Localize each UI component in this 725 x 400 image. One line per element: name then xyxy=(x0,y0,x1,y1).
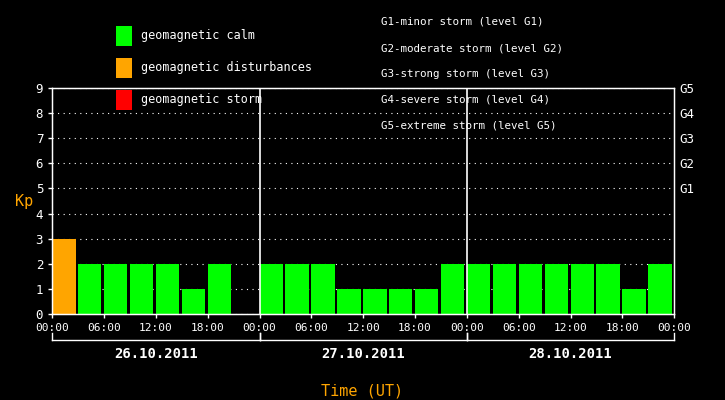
Bar xyxy=(286,264,309,314)
Bar xyxy=(260,264,283,314)
Text: G3-strong storm (level G3): G3-strong storm (level G3) xyxy=(381,69,550,79)
Text: G4-severe storm (level G4): G4-severe storm (level G4) xyxy=(381,95,550,105)
Bar xyxy=(597,264,620,314)
Text: G2-moderate storm (level G2): G2-moderate storm (level G2) xyxy=(381,43,563,53)
Bar xyxy=(311,264,335,314)
Bar xyxy=(207,264,231,314)
Bar xyxy=(544,264,568,314)
Bar xyxy=(182,289,205,314)
Bar xyxy=(156,264,179,314)
Text: G5-extreme storm (level G5): G5-extreme storm (level G5) xyxy=(381,121,556,131)
Bar xyxy=(622,289,646,314)
Bar xyxy=(104,264,128,314)
Text: G1-minor storm (level G1): G1-minor storm (level G1) xyxy=(381,17,543,27)
Bar xyxy=(518,264,542,314)
Bar xyxy=(78,264,102,314)
Bar xyxy=(493,264,516,314)
Bar xyxy=(415,289,439,314)
Bar xyxy=(52,239,75,314)
Y-axis label: Kp: Kp xyxy=(15,194,33,208)
Bar xyxy=(337,289,360,314)
Text: geomagnetic calm: geomagnetic calm xyxy=(141,30,255,42)
Bar xyxy=(571,264,594,314)
Bar xyxy=(363,289,386,314)
Bar xyxy=(467,264,490,314)
Text: 28.10.2011: 28.10.2011 xyxy=(529,347,613,361)
Bar xyxy=(130,264,153,314)
Text: geomagnetic storm: geomagnetic storm xyxy=(141,94,262,106)
Bar xyxy=(389,289,413,314)
Text: geomagnetic disturbances: geomagnetic disturbances xyxy=(141,62,312,74)
Text: Time (UT): Time (UT) xyxy=(321,383,404,398)
Text: 26.10.2011: 26.10.2011 xyxy=(114,347,198,361)
Bar xyxy=(441,264,464,314)
Text: 27.10.2011: 27.10.2011 xyxy=(321,347,405,361)
Bar xyxy=(648,264,671,314)
